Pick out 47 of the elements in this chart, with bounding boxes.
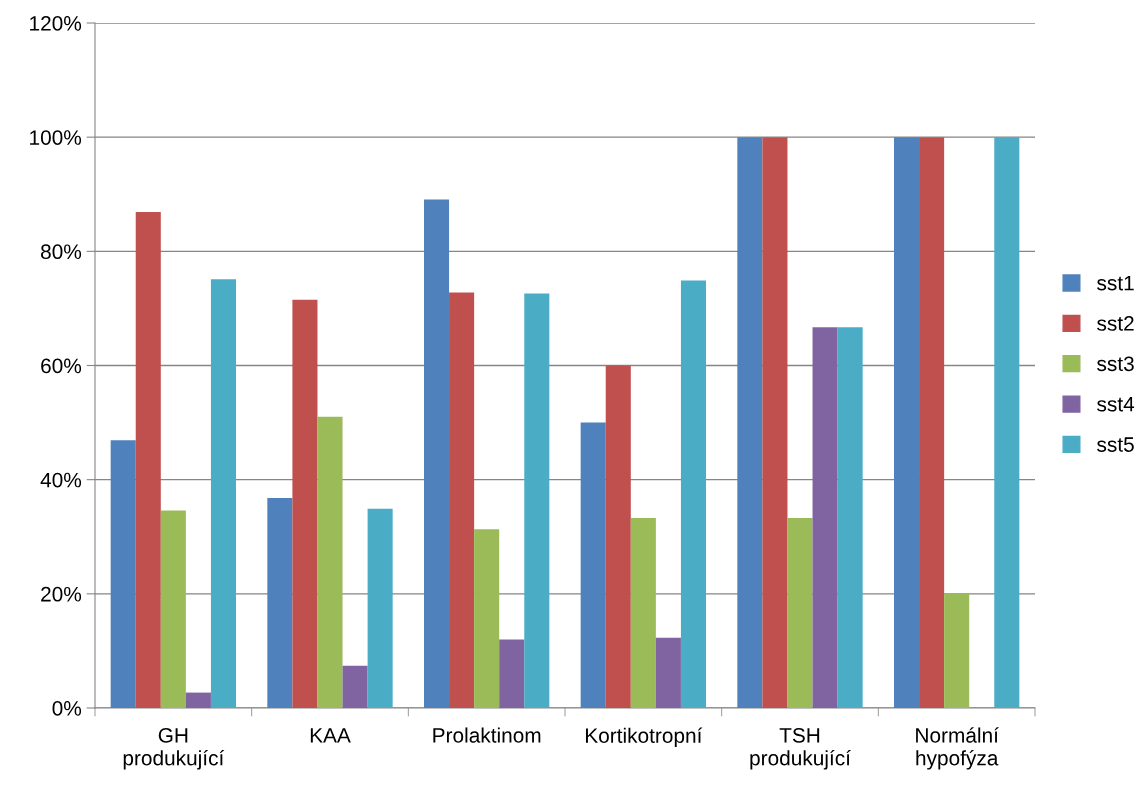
y-tick-label: 40% (40, 472, 82, 488)
x-tick-label: TSH produkující (750, 727, 851, 770)
bar (944, 593, 970, 708)
bar (630, 517, 656, 708)
bar (837, 327, 863, 708)
y-tick-label: 120% (30, 16, 82, 31)
x-tick-label: GH produkující (123, 727, 225, 770)
bar (680, 280, 706, 708)
bar (894, 137, 920, 708)
bar (110, 440, 136, 708)
bar (762, 137, 788, 708)
y-tick-label: 60% (41, 358, 82, 374)
bar (317, 416, 343, 708)
x-tick-label: Normální hypofýza (916, 727, 999, 770)
bar (135, 211, 161, 708)
bar (655, 637, 681, 708)
legend-label: sst4 (1097, 396, 1135, 412)
x-tick-label: Prolaktinom (433, 727, 541, 743)
bar (449, 292, 475, 708)
y-tick-label: 0% (52, 701, 82, 716)
bar (342, 665, 368, 708)
legend-label: sst1 (1097, 275, 1134, 291)
bar (737, 137, 763, 708)
bar (210, 279, 236, 708)
bar (367, 508, 393, 708)
bar (267, 497, 293, 708)
bar (474, 529, 500, 708)
bar (994, 137, 1020, 708)
bar (919, 137, 945, 708)
legend-label: sst2 (1097, 316, 1134, 331)
x-tick-label: Kortikotropní (585, 727, 703, 748)
bar (605, 365, 631, 708)
y-tick-label: 80% (41, 244, 82, 260)
bar (185, 692, 211, 708)
bar (499, 639, 525, 708)
bar (580, 422, 606, 708)
bar (160, 510, 186, 708)
bar (812, 327, 838, 708)
y-tick-label: 100% (30, 130, 82, 145)
x-tick-label: KAA (310, 728, 351, 743)
y-tick-label: 20% (41, 586, 82, 602)
legend-label: sst3 (1097, 356, 1134, 372)
bar (424, 199, 450, 708)
bar (292, 299, 318, 708)
bar (524, 293, 550, 708)
bar (787, 517, 813, 708)
legend-label: sst5 (1097, 437, 1134, 452)
